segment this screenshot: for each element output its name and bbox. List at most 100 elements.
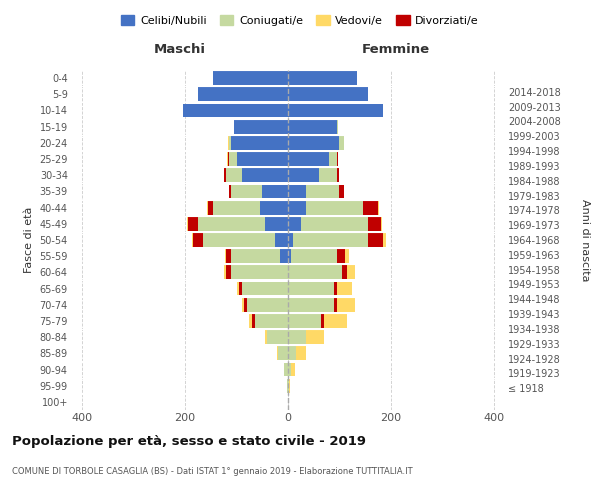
- Bar: [288, 233, 293, 247]
- Bar: [301, 217, 368, 230]
- Bar: [288, 298, 334, 312]
- Legend: Celibi/Nubili, Coniugati/e, Vedovi/e, Divorziati/e: Celibi/Nubili, Coniugati/e, Vedovi/e, Di…: [117, 10, 483, 30]
- Bar: [288, 217, 301, 230]
- Bar: [242, 282, 288, 296]
- Bar: [289, 379, 290, 392]
- Bar: [268, 330, 288, 344]
- Bar: [288, 266, 342, 280]
- Bar: [277, 346, 278, 360]
- Bar: [265, 217, 288, 230]
- Bar: [208, 200, 214, 214]
- Bar: [250, 314, 252, 328]
- Bar: [239, 282, 242, 296]
- Y-axis label: Anni di nascita: Anni di nascita: [580, 198, 590, 281]
- Bar: [242, 168, 288, 182]
- Bar: [226, 168, 242, 182]
- Bar: [214, 71, 288, 85]
- Bar: [337, 298, 355, 312]
- Bar: [288, 168, 319, 182]
- Bar: [288, 379, 289, 392]
- Bar: [228, 152, 229, 166]
- Bar: [232, 184, 262, 198]
- Bar: [260, 200, 288, 214]
- Bar: [288, 88, 368, 101]
- Bar: [380, 217, 382, 230]
- Bar: [288, 184, 306, 198]
- Bar: [228, 136, 229, 149]
- Bar: [226, 266, 232, 280]
- Bar: [337, 152, 338, 166]
- Bar: [340, 184, 344, 198]
- Bar: [288, 120, 337, 134]
- Bar: [306, 330, 324, 344]
- Y-axis label: Fasce di età: Fasce di età: [24, 207, 34, 273]
- Bar: [275, 233, 288, 247]
- Bar: [192, 233, 193, 247]
- Bar: [337, 282, 352, 296]
- Bar: [288, 330, 306, 344]
- Bar: [229, 184, 232, 198]
- Bar: [288, 250, 290, 263]
- Bar: [334, 282, 337, 296]
- Bar: [288, 282, 334, 296]
- Bar: [193, 233, 203, 247]
- Bar: [236, 282, 239, 296]
- Bar: [278, 346, 288, 360]
- Bar: [236, 152, 288, 166]
- Bar: [203, 233, 275, 247]
- Bar: [288, 152, 329, 166]
- Bar: [182, 104, 288, 118]
- Bar: [383, 233, 386, 247]
- Bar: [288, 104, 383, 118]
- Bar: [293, 233, 368, 247]
- Bar: [296, 346, 306, 360]
- Bar: [288, 200, 306, 214]
- Bar: [280, 250, 288, 263]
- Bar: [188, 217, 198, 230]
- Bar: [288, 136, 340, 149]
- Bar: [362, 200, 378, 214]
- Text: Femmine: Femmine: [362, 44, 430, 57]
- Bar: [187, 217, 188, 230]
- Bar: [288, 362, 290, 376]
- Bar: [262, 184, 288, 198]
- Bar: [284, 362, 288, 376]
- Bar: [232, 250, 280, 263]
- Bar: [232, 136, 288, 149]
- Bar: [214, 200, 260, 214]
- Bar: [229, 136, 232, 149]
- Bar: [340, 136, 344, 149]
- Bar: [252, 314, 254, 328]
- Bar: [225, 250, 226, 263]
- Bar: [288, 346, 296, 360]
- Bar: [287, 379, 288, 392]
- Bar: [368, 217, 380, 230]
- Bar: [198, 217, 265, 230]
- Bar: [226, 250, 232, 263]
- Bar: [337, 250, 344, 263]
- Bar: [227, 152, 228, 166]
- Bar: [324, 314, 347, 328]
- Bar: [198, 88, 288, 101]
- Bar: [306, 200, 362, 214]
- Bar: [322, 314, 324, 328]
- Bar: [290, 250, 337, 263]
- Bar: [368, 233, 383, 247]
- Bar: [306, 184, 340, 198]
- Bar: [288, 71, 358, 85]
- Bar: [344, 250, 349, 263]
- Bar: [244, 298, 247, 312]
- Text: Popolazione per età, sesso e stato civile - 2019: Popolazione per età, sesso e stato civil…: [12, 435, 366, 448]
- Bar: [290, 362, 295, 376]
- Bar: [337, 168, 340, 182]
- Bar: [224, 266, 226, 280]
- Bar: [247, 298, 288, 312]
- Bar: [234, 120, 288, 134]
- Bar: [232, 266, 288, 280]
- Bar: [334, 298, 337, 312]
- Bar: [329, 152, 337, 166]
- Bar: [242, 298, 244, 312]
- Bar: [265, 330, 268, 344]
- Bar: [207, 200, 208, 214]
- Bar: [378, 200, 379, 214]
